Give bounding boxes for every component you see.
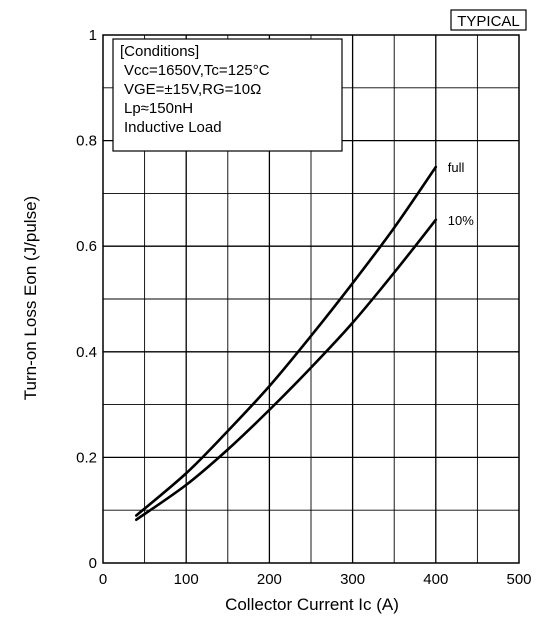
- conditions-line-1: Vcc=1650V,Tc=125°C: [124, 62, 270, 79]
- x-tick-label: 500: [506, 571, 531, 588]
- y-axis-ticks: 0 0.2 0.4 0.6 0.8 1: [76, 27, 97, 572]
- typical-badge-label: TYPICAL: [457, 13, 520, 30]
- series-label: full: [448, 160, 465, 175]
- conditions-line-4: Inductive Load: [124, 119, 222, 136]
- plot-frame: [102, 34, 520, 564]
- x-tick-label: 400: [423, 571, 448, 588]
- x-tick-label: 200: [257, 571, 282, 588]
- y-tick-label: 0.2: [76, 449, 97, 466]
- y-tick-label: 0.6: [76, 238, 97, 255]
- series-group: full 10%: [134, 160, 474, 521]
- x-axis-ticks: 0 100 200 300 400 500: [99, 571, 532, 588]
- series-label: 10%: [448, 213, 474, 228]
- y-tick-label: 1: [89, 27, 97, 44]
- series-line-full: [134, 165, 438, 517]
- typical-badge-frame: [450, 9, 527, 31]
- x-tick-label: 300: [340, 571, 365, 588]
- conditions-header: [Conditions]: [120, 43, 199, 60]
- typical-badge: TYPICAL: [450, 9, 527, 31]
- x-tick-label: 0: [99, 571, 107, 588]
- y-axis-title: Turn-on Loss Eon (J/pulse): [21, 196, 40, 400]
- y-tick-label: 0.4: [76, 344, 97, 361]
- conditions-box-frame: [112, 38, 343, 152]
- series-line-ten-percent: [134, 218, 438, 521]
- conditions-line-3: Lp≈150nH: [124, 100, 193, 117]
- x-axis-title: Collector Current Ic (A): [225, 595, 399, 614]
- x-tick-label: 100: [174, 571, 199, 588]
- conditions-box: [Conditions] Vcc=1650V,Tc=125°C VGE=±15V…: [112, 38, 343, 152]
- conditions-line-2: VGE=±15V,RG=10Ω: [124, 81, 261, 98]
- y-tick-label: 0.8: [76, 133, 97, 150]
- y-tick-label: 0: [89, 555, 97, 572]
